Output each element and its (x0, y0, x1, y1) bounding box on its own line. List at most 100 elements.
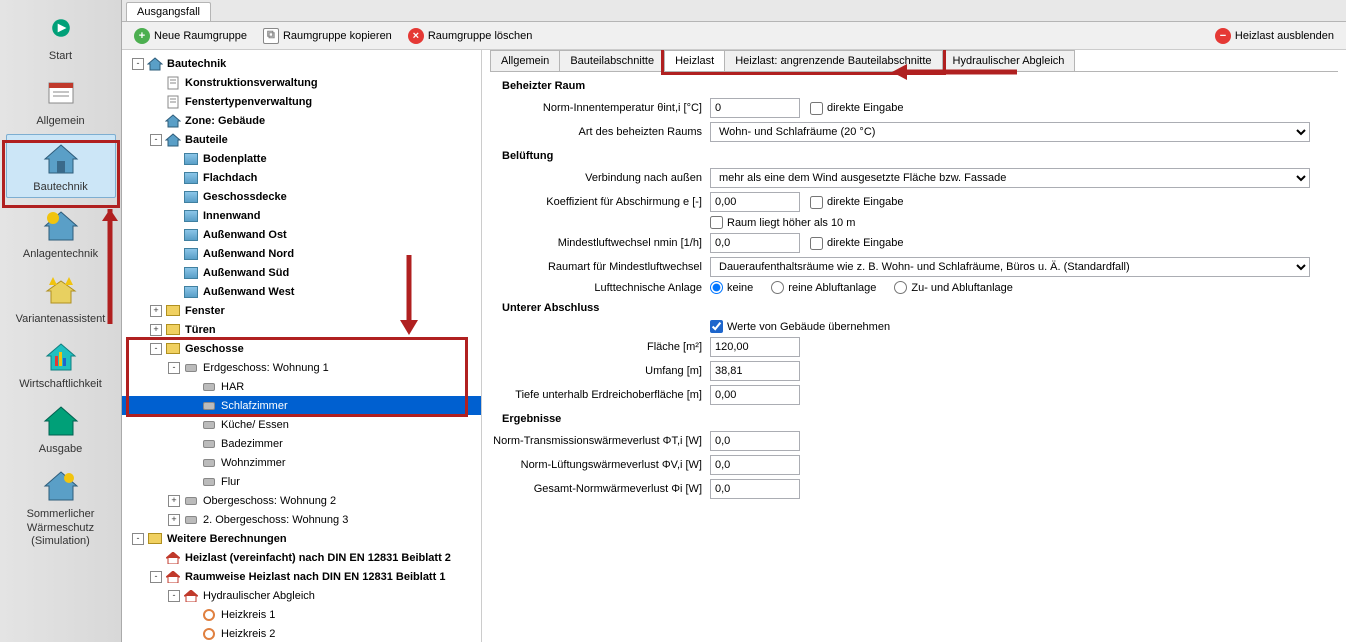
tree-row[interactable]: Flachdach (122, 168, 481, 187)
tree-node-icon (183, 171, 199, 185)
tree-row[interactable]: +2. Obergeschoss: Wohnung 3 (122, 510, 481, 529)
tree-row[interactable]: Konstruktionsverwaltung (122, 73, 481, 92)
tree-node-label: 2. Obergeschoss: Wohnung 3 (203, 514, 348, 526)
tree-panel[interactable]: -Bautechnik Konstruktionsverwaltung Fenste… (122, 50, 482, 642)
inp-depth[interactable] (710, 385, 800, 405)
tree-node-icon (183, 589, 199, 603)
detail-tab[interactable]: Heizlast (664, 50, 725, 71)
tree-row[interactable]: Heizlast (vereinfacht) nach DIN EN 12831… (122, 548, 481, 567)
tree-node-label: Obergeschoss: Wohnung 2 (203, 495, 336, 507)
tree-row[interactable]: -Hydraulischer Abgleich (122, 586, 481, 605)
nav-allgemein[interactable]: Allgemein (6, 69, 116, 130)
inp-norm-temp[interactable] (710, 98, 800, 118)
tree-row[interactable]: +Fenster (122, 301, 481, 320)
tree-row[interactable]: -Raumweise Heizlast nach DIN EN 12831 Be… (122, 567, 481, 586)
tree-row[interactable]: HAR (122, 377, 481, 396)
tree-node-label: Konstruktionsverwaltung (185, 77, 318, 89)
nav-ausgabe-label: Ausgabe (39, 443, 82, 456)
tree-row[interactable]: Küche/ Essen (122, 415, 481, 434)
tree-row[interactable]: -Weitere Berechnungen (122, 529, 481, 548)
tree-toggle-icon[interactable]: - (132, 58, 144, 70)
nav-bautechnik[interactable]: Bautechnik (6, 134, 116, 197)
tree-node-icon (183, 209, 199, 223)
lbl-room-type: Art des beheizten Raums (490, 126, 710, 138)
rad-vent-exhaust[interactable]: reine Abluftanlage (771, 281, 876, 294)
top-tab-ausgangsfall[interactable]: Ausgangsfall (126, 2, 211, 21)
tree-node-icon (201, 418, 217, 432)
tree-row[interactable]: Heizkreis 1 (122, 605, 481, 624)
tree-row[interactable]: -Bautechnik (122, 54, 481, 73)
tree-toggle-icon[interactable]: - (150, 343, 162, 355)
tree-row[interactable]: -Bauteile (122, 130, 481, 149)
tree-row[interactable]: Außenwand Süd (122, 263, 481, 282)
btn-delete-group-label: Raumgruppe löschen (428, 30, 533, 42)
nav-wirtschaft[interactable]: Wirtschaftlichkeit (6, 332, 116, 393)
tree-toggle-icon[interactable]: - (150, 134, 162, 146)
btn-copy-group[interactable]: ⧉Raumgruppe kopieren (257, 26, 398, 46)
lbl-conn-outside: Verbindung nach außen (490, 172, 710, 184)
detail-tab[interactable]: Bauteilabschnitte (559, 50, 665, 71)
tree-toggle-icon[interactable]: - (150, 571, 162, 583)
tree-row[interactable]: Außenwand West (122, 282, 481, 301)
nav-varianten[interactable]: Variantenassistent (6, 267, 116, 328)
nav-sommer[interactable]: Sommerlicher Wärmeschutz (Simulation) (6, 462, 116, 550)
tree-row[interactable]: Fenstertypenverwaltung (122, 92, 481, 111)
chk-direct-input-2[interactable]: direkte Eingabe (810, 196, 903, 209)
rad-vent-none[interactable]: keine (710, 281, 753, 294)
chk-room-higher[interactable]: Raum liegt höher als 10 m (710, 216, 855, 229)
rad-vent-both[interactable]: Zu- und Abluftanlage (894, 281, 1013, 294)
tree-toggle-icon[interactable]: + (168, 514, 180, 526)
btn-new-group[interactable]: +Neue Raumgruppe (128, 26, 253, 46)
tree-toggle-icon[interactable]: + (150, 324, 162, 336)
lbl-room-cat: Raumart für Mindestluftwechsel (490, 261, 710, 273)
lbl-vent-sys: Lufttechnische Anlage (490, 282, 710, 294)
tree-node-label: Geschossdecke (203, 191, 287, 203)
chk-direct-input-1[interactable]: direkte Eingabe (810, 102, 903, 115)
tree-row[interactable]: Schlafzimmer (122, 396, 481, 415)
chk-direct-input-3[interactable]: direkte Eingabe (810, 237, 903, 250)
inp-total-loss (710, 479, 800, 499)
inp-perimeter[interactable] (710, 361, 800, 381)
tree-row[interactable]: -Geschosse (122, 339, 481, 358)
sel-room-cat[interactable]: Daueraufenthaltsräume wie z. B. Wohn- un… (710, 257, 1310, 277)
nav-anlagentechnik[interactable]: Anlagentechnik (6, 202, 116, 263)
sel-room-type[interactable]: Wohn- und Schlafräume (20 °C) (710, 122, 1310, 142)
lbl-area: Fläche [m²] (490, 341, 710, 353)
tree-row[interactable]: Außenwand Ost (122, 225, 481, 244)
tree-node-icon (201, 437, 217, 451)
btn-delete-group[interactable]: ×Raumgruppe löschen (402, 26, 539, 46)
tree-toggle-icon[interactable]: - (168, 362, 180, 374)
inp-area[interactable] (710, 337, 800, 357)
nav-start[interactable]: Start (6, 4, 116, 65)
tree-node-icon (183, 152, 199, 166)
chk-from-building[interactable]: Werte von Gebäude übernehmen (710, 320, 890, 333)
tree-row[interactable]: Außenwand Nord (122, 244, 481, 263)
tree-toggle-icon[interactable]: - (168, 590, 180, 602)
tree-row[interactable]: Bodenplatte (122, 149, 481, 168)
inp-shield[interactable] (710, 192, 800, 212)
tree-toggle-icon[interactable]: + (150, 305, 162, 317)
tree-toggle-icon[interactable]: - (132, 533, 144, 545)
tree-node-icon (183, 513, 199, 527)
inp-min-air[interactable] (710, 233, 800, 253)
nav-ausgabe[interactable]: Ausgabe (6, 397, 116, 458)
tree-row[interactable]: Geschossdecke (122, 187, 481, 206)
section-lower-closure: Unterer Abschluss (502, 302, 1338, 314)
annotation-tree-arrow (397, 255, 421, 335)
tree-toggle-icon[interactable]: + (168, 495, 180, 507)
tree-row[interactable]: Heizkreis 2 (122, 624, 481, 642)
tree-row[interactable]: Badezimmer (122, 434, 481, 453)
tree-row[interactable]: Flur (122, 472, 481, 491)
btn-hide-heat[interactable]: −Heizlast ausblenden (1209, 26, 1340, 46)
sel-conn-outside[interactable]: mehr als eine dem Wind ausgesetzte Fläch… (710, 168, 1310, 188)
top-tab-strip: Ausgangsfall (122, 0, 1346, 22)
tree-node-icon (183, 190, 199, 204)
tree-row[interactable]: Innenwand (122, 206, 481, 225)
tree-row[interactable]: Wohnzimmer (122, 453, 481, 472)
tree-row[interactable]: Zone: Gebäude (122, 111, 481, 130)
tree-node-icon (201, 627, 217, 641)
tree-row[interactable]: +Türen (122, 320, 481, 339)
tree-row[interactable]: + Obergeschoss: Wohnung 2 (122, 491, 481, 510)
tree-row[interactable]: -Erdgeschoss: Wohnung 1 (122, 358, 481, 377)
detail-tab[interactable]: Allgemein (490, 50, 560, 71)
